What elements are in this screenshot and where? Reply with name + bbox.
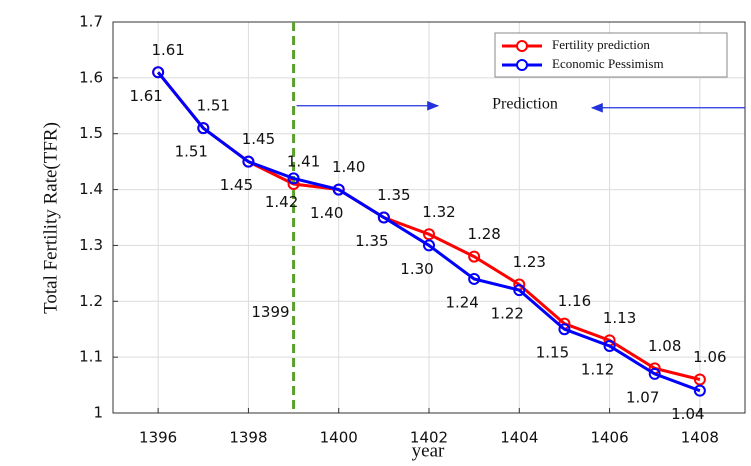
annotation: Prediction [492, 95, 558, 112]
y-tick-label: 1.2 [79, 292, 103, 310]
data-label: 1.35 [355, 232, 388, 250]
x-tick-label: 1398 [229, 429, 267, 447]
legend-marker [516, 59, 528, 71]
x-tick-label: 1406 [590, 429, 628, 447]
data-label: 1.61 [151, 41, 184, 59]
x-tick-label: 1408 [681, 429, 719, 447]
legend-label: Economic Pessimism [552, 56, 664, 71]
data-label: 1.40 [310, 204, 343, 222]
data-label: 1.04 [671, 405, 704, 423]
data-point [558, 323, 571, 336]
data-label: 1.24 [445, 293, 478, 311]
data-point [332, 183, 345, 196]
data-label: 1.08 [648, 337, 681, 355]
data-label: 1.45 [242, 130, 275, 148]
data-point [197, 122, 210, 135]
y-tick-label: 1.7 [79, 13, 103, 31]
data-label: 1.51 [197, 97, 230, 115]
data-label: 1.23 [513, 253, 546, 271]
x-tick-label: 1400 [320, 429, 358, 447]
x-tick-label: 1396 [139, 429, 177, 447]
data-point [603, 339, 616, 352]
legend-box [494, 32, 728, 78]
data-label: 1.22 [491, 305, 524, 323]
data-point [468, 272, 481, 285]
data-label: 1.42 [265, 193, 298, 211]
data-label: 1.45 [220, 176, 253, 194]
data-point [513, 284, 526, 297]
y-tick-label: 1.3 [79, 236, 103, 254]
data-point [693, 384, 706, 397]
x-tick-label: 1404 [500, 429, 538, 447]
data-point [287, 172, 300, 185]
y-tick-label: 1.6 [79, 68, 103, 86]
data-label: 1.40 [332, 158, 365, 176]
y-tick-label: 1.5 [79, 124, 103, 142]
data-label: 1.15 [536, 344, 569, 362]
y-tick-label: 1 [93, 404, 103, 422]
legend-marker [516, 40, 528, 52]
data-point [423, 239, 435, 252]
x-axis-title: year [412, 440, 445, 461]
x-tick-label: 1402 [410, 429, 448, 447]
data-label: 1.61 [129, 87, 162, 105]
reference-label: 1399 [251, 303, 289, 321]
data-label: 1.28 [467, 225, 500, 243]
legend-label: Fertility prediction [552, 37, 650, 52]
data-point [648, 367, 661, 380]
data-label: 1.07 [626, 388, 659, 406]
data-point [468, 250, 481, 263]
data-label: 1.30 [400, 260, 433, 278]
data-label: 1.12 [581, 360, 614, 378]
data-point [152, 66, 165, 79]
data-point [693, 373, 706, 386]
data-label: 1.51 [175, 143, 208, 161]
data-label: 1.06 [693, 348, 726, 366]
data-label: 1.16 [558, 292, 591, 310]
data-point [242, 155, 255, 168]
y-axis-title: Total Fertility Rate(TFR) [40, 122, 61, 314]
data-label: 1.32 [422, 203, 455, 221]
data-label: 1.13 [603, 309, 636, 327]
data-label: 1.41 [287, 152, 320, 170]
data-label: 1.35 [377, 186, 410, 204]
legend: Fertility prediction Economic Pessimism [494, 32, 728, 78]
data-point [423, 228, 435, 241]
data-point [377, 211, 390, 224]
y-tick-label: 1.1 [79, 348, 103, 366]
series-line [156, 71, 701, 393]
y-tick-label: 1.4 [79, 180, 103, 198]
plot-frame [112, 21, 746, 414]
